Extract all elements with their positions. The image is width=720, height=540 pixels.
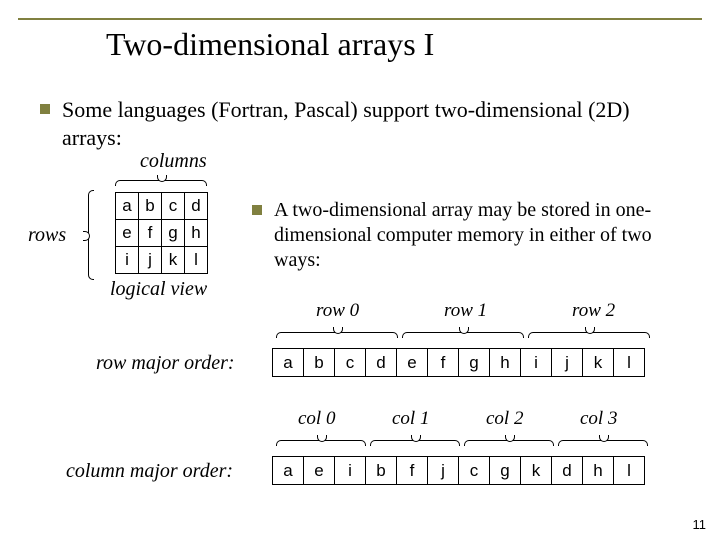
cell: b bbox=[366, 457, 397, 485]
columns-label: columns bbox=[140, 150, 207, 173]
cell: f bbox=[397, 457, 428, 485]
page-title: Two-dimensional arrays I bbox=[106, 26, 434, 63]
col1-brace bbox=[370, 434, 460, 446]
cell: l bbox=[185, 247, 208, 274]
cell: d bbox=[366, 349, 397, 377]
table-row: a b c d e f g h i j k l bbox=[273, 349, 645, 377]
cell: k bbox=[521, 457, 552, 485]
col0-brace bbox=[276, 434, 366, 446]
row-major-label: row major order: bbox=[96, 352, 235, 375]
cell: e bbox=[116, 220, 139, 247]
cell: k bbox=[583, 349, 614, 377]
cell: g bbox=[162, 220, 185, 247]
cell: d bbox=[185, 193, 208, 220]
cell: j bbox=[428, 457, 459, 485]
col-major-array: a e i b f j c g k d h l bbox=[272, 456, 645, 485]
cell: f bbox=[428, 349, 459, 377]
row-0-label: row 0 bbox=[316, 300, 359, 322]
col2-brace bbox=[464, 434, 554, 446]
col3-brace bbox=[558, 434, 648, 446]
cell: k bbox=[162, 247, 185, 274]
row-major-array: a b c d e f g h i j k l bbox=[272, 348, 645, 377]
page-number: 11 bbox=[693, 517, 707, 532]
cell: d bbox=[552, 457, 583, 485]
rows-label: rows bbox=[28, 224, 66, 247]
bullet-2: A two-dimensional array may be stored in… bbox=[252, 198, 692, 273]
row1-brace bbox=[402, 326, 524, 338]
cell: a bbox=[273, 457, 304, 485]
cell: g bbox=[490, 457, 521, 485]
rows-brace bbox=[82, 190, 94, 280]
cell: i bbox=[116, 247, 139, 274]
cell: l bbox=[614, 457, 645, 485]
bullet-2-text: A two-dimensional array may be stored in… bbox=[274, 198, 692, 273]
logical-grid: a b c d e f g h i j k l bbox=[115, 192, 208, 274]
cell: f bbox=[139, 220, 162, 247]
top-divider bbox=[18, 18, 702, 20]
cell: h bbox=[583, 457, 614, 485]
row0-brace bbox=[276, 326, 398, 338]
table-row: e f g h bbox=[116, 220, 208, 247]
table-row: i j k l bbox=[116, 247, 208, 274]
cell: h bbox=[490, 349, 521, 377]
cell: b bbox=[139, 193, 162, 220]
cell: c bbox=[162, 193, 185, 220]
col-3-label: col 3 bbox=[580, 408, 617, 430]
cell: e bbox=[304, 457, 335, 485]
table-row: a b c d bbox=[116, 193, 208, 220]
logical-view-label: logical view bbox=[110, 278, 207, 301]
cell: g bbox=[459, 349, 490, 377]
col-2-label: col 2 bbox=[486, 408, 523, 430]
cell: b bbox=[304, 349, 335, 377]
cell: c bbox=[335, 349, 366, 377]
cell: i bbox=[335, 457, 366, 485]
cell: c bbox=[459, 457, 490, 485]
cell: h bbox=[185, 220, 208, 247]
col-major-label: column major order: bbox=[66, 460, 233, 483]
cell: i bbox=[521, 349, 552, 377]
bullet-icon bbox=[252, 205, 262, 215]
columns-brace bbox=[115, 174, 207, 186]
col-1-label: col 1 bbox=[392, 408, 429, 430]
row2-brace bbox=[528, 326, 650, 338]
cell: a bbox=[116, 193, 139, 220]
row-1-label: row 1 bbox=[444, 300, 487, 322]
table-row: a e i b f j c g k d h l bbox=[273, 457, 645, 485]
bullet-1: Some languages (Fortran, Pascal) support… bbox=[40, 96, 690, 151]
cell: a bbox=[273, 349, 304, 377]
cell: j bbox=[139, 247, 162, 274]
cell: j bbox=[552, 349, 583, 377]
cell: l bbox=[614, 349, 645, 377]
col-0-label: col 0 bbox=[298, 408, 335, 430]
cell: e bbox=[397, 349, 428, 377]
row-2-label: row 2 bbox=[572, 300, 615, 322]
bullet-1-text: Some languages (Fortran, Pascal) support… bbox=[62, 96, 690, 151]
bullet-icon bbox=[40, 104, 50, 114]
